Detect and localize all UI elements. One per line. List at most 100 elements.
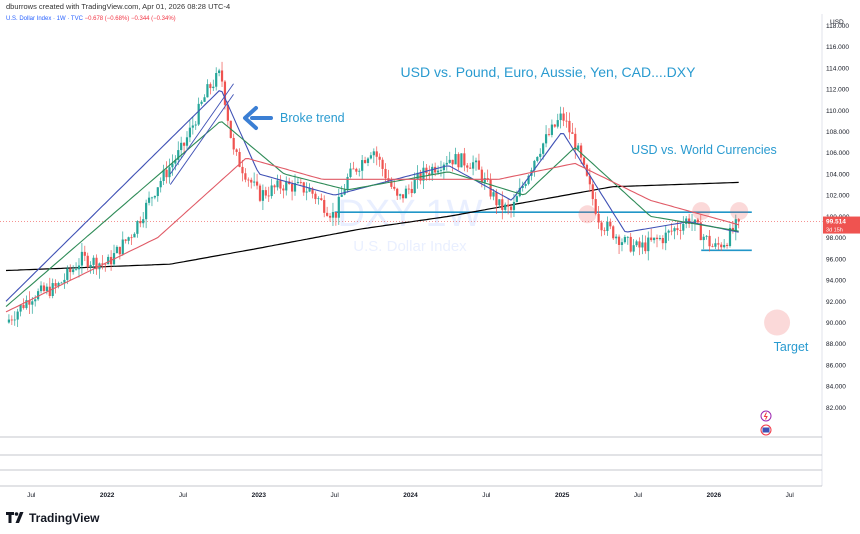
candle bbox=[501, 191, 504, 220]
candle bbox=[536, 156, 539, 163]
price-tick-label: 96.000 bbox=[826, 256, 846, 263]
price-tick-label: 118.000 bbox=[826, 23, 849, 30]
last-price-tag bbox=[823, 216, 860, 234]
candle bbox=[562, 107, 565, 127]
candle bbox=[635, 239, 638, 247]
trend-line-2[interactable] bbox=[169, 94, 234, 185]
time-scale[interactable]: Jul 2022 Jul 2023 Jul 2024 Jul 2025 Jul 2026 Jul bbox=[0, 436, 822, 499]
candle bbox=[439, 160, 443, 177]
candle bbox=[197, 97, 200, 127]
flag-icon[interactable] bbox=[760, 424, 772, 436]
candle bbox=[410, 181, 413, 198]
alert-icons[interactable] bbox=[760, 410, 772, 436]
trend-line-1[interactable] bbox=[169, 83, 234, 175]
candle bbox=[31, 297, 34, 314]
candle bbox=[48, 277, 51, 299]
price-tick-label: 108.000 bbox=[826, 129, 850, 136]
candle bbox=[591, 179, 594, 206]
candle bbox=[66, 265, 69, 285]
candle bbox=[328, 212, 332, 222]
watermark: DXY 1WU.S. Dollar Index bbox=[337, 193, 482, 255]
candle bbox=[241, 159, 244, 182]
candle bbox=[629, 232, 632, 253]
candle bbox=[305, 182, 308, 201]
candle bbox=[130, 234, 133, 245]
candle bbox=[104, 262, 107, 272]
annotations: USD vs. Pound, Euro, Aussie, Yen, CAD...… bbox=[169, 64, 809, 354]
candle bbox=[682, 216, 685, 235]
price-tick-label: 116.000 bbox=[826, 44, 849, 51]
candle bbox=[203, 94, 206, 102]
candle bbox=[615, 234, 618, 244]
candle bbox=[334, 212, 337, 226]
candle bbox=[258, 183, 262, 203]
last-price-label: 99.514 bbox=[826, 219, 846, 226]
candle bbox=[507, 199, 510, 215]
highlight-circle-0 bbox=[578, 205, 597, 224]
candle bbox=[244, 168, 247, 183]
candle bbox=[728, 223, 732, 248]
candle bbox=[399, 193, 402, 200]
candle bbox=[331, 202, 335, 227]
price-tick-label: 106.000 bbox=[826, 150, 850, 157]
candle bbox=[162, 164, 165, 186]
brand-name: TradingView bbox=[29, 511, 100, 525]
price-tick-label: 98.000 bbox=[826, 235, 846, 242]
candle bbox=[650, 228, 653, 242]
candle bbox=[495, 189, 498, 215]
candle bbox=[404, 185, 408, 199]
candle bbox=[37, 288, 40, 301]
candle bbox=[317, 196, 320, 205]
author-line: dburrows created with TradingView.com, A… bbox=[6, 2, 231, 11]
countdown-label: 3d 15h bbox=[826, 228, 843, 234]
candle bbox=[559, 106, 562, 129]
candle bbox=[407, 184, 410, 195]
candle bbox=[448, 151, 451, 164]
candle bbox=[366, 157, 370, 167]
tradingview-logo[interactable]: TradingView bbox=[6, 511, 99, 526]
candle bbox=[466, 163, 469, 173]
candle bbox=[620, 238, 624, 252]
candle bbox=[86, 252, 89, 271]
candle bbox=[98, 262, 101, 279]
candle bbox=[124, 239, 127, 244]
candle bbox=[235, 148, 238, 156]
candle bbox=[273, 184, 276, 195]
candle bbox=[264, 186, 267, 199]
candle bbox=[463, 147, 466, 172]
candle bbox=[285, 176, 288, 196]
candle bbox=[153, 195, 156, 200]
time-tick-label: Jul bbox=[482, 492, 491, 499]
candle bbox=[381, 157, 384, 177]
candle bbox=[460, 153, 463, 168]
candle bbox=[159, 177, 162, 193]
candle bbox=[42, 282, 46, 293]
candle bbox=[174, 155, 177, 171]
candle bbox=[358, 168, 361, 177]
candle bbox=[112, 244, 116, 267]
candle bbox=[702, 233, 705, 250]
ma-long bbox=[5, 181, 739, 272]
candle bbox=[644, 235, 647, 254]
candle bbox=[544, 125, 548, 148]
candle bbox=[638, 237, 641, 256]
annotation-target: Target bbox=[774, 340, 809, 354]
candle bbox=[483, 172, 486, 190]
price-tick-label: 104.000 bbox=[826, 171, 850, 178]
candle bbox=[734, 214, 737, 241]
highlight-circle-1 bbox=[692, 202, 711, 221]
candle bbox=[39, 281, 43, 294]
candle bbox=[299, 178, 302, 185]
candle bbox=[74, 262, 78, 271]
candle bbox=[378, 153, 381, 167]
candle bbox=[652, 237, 656, 244]
candle bbox=[247, 177, 250, 187]
candle bbox=[550, 119, 554, 138]
time-tick-label: Jul bbox=[27, 492, 36, 499]
lightning-icon[interactable] bbox=[760, 410, 772, 422]
candle bbox=[156, 187, 159, 202]
candle bbox=[699, 214, 702, 241]
price-tick-label: 82.000 bbox=[826, 405, 846, 412]
